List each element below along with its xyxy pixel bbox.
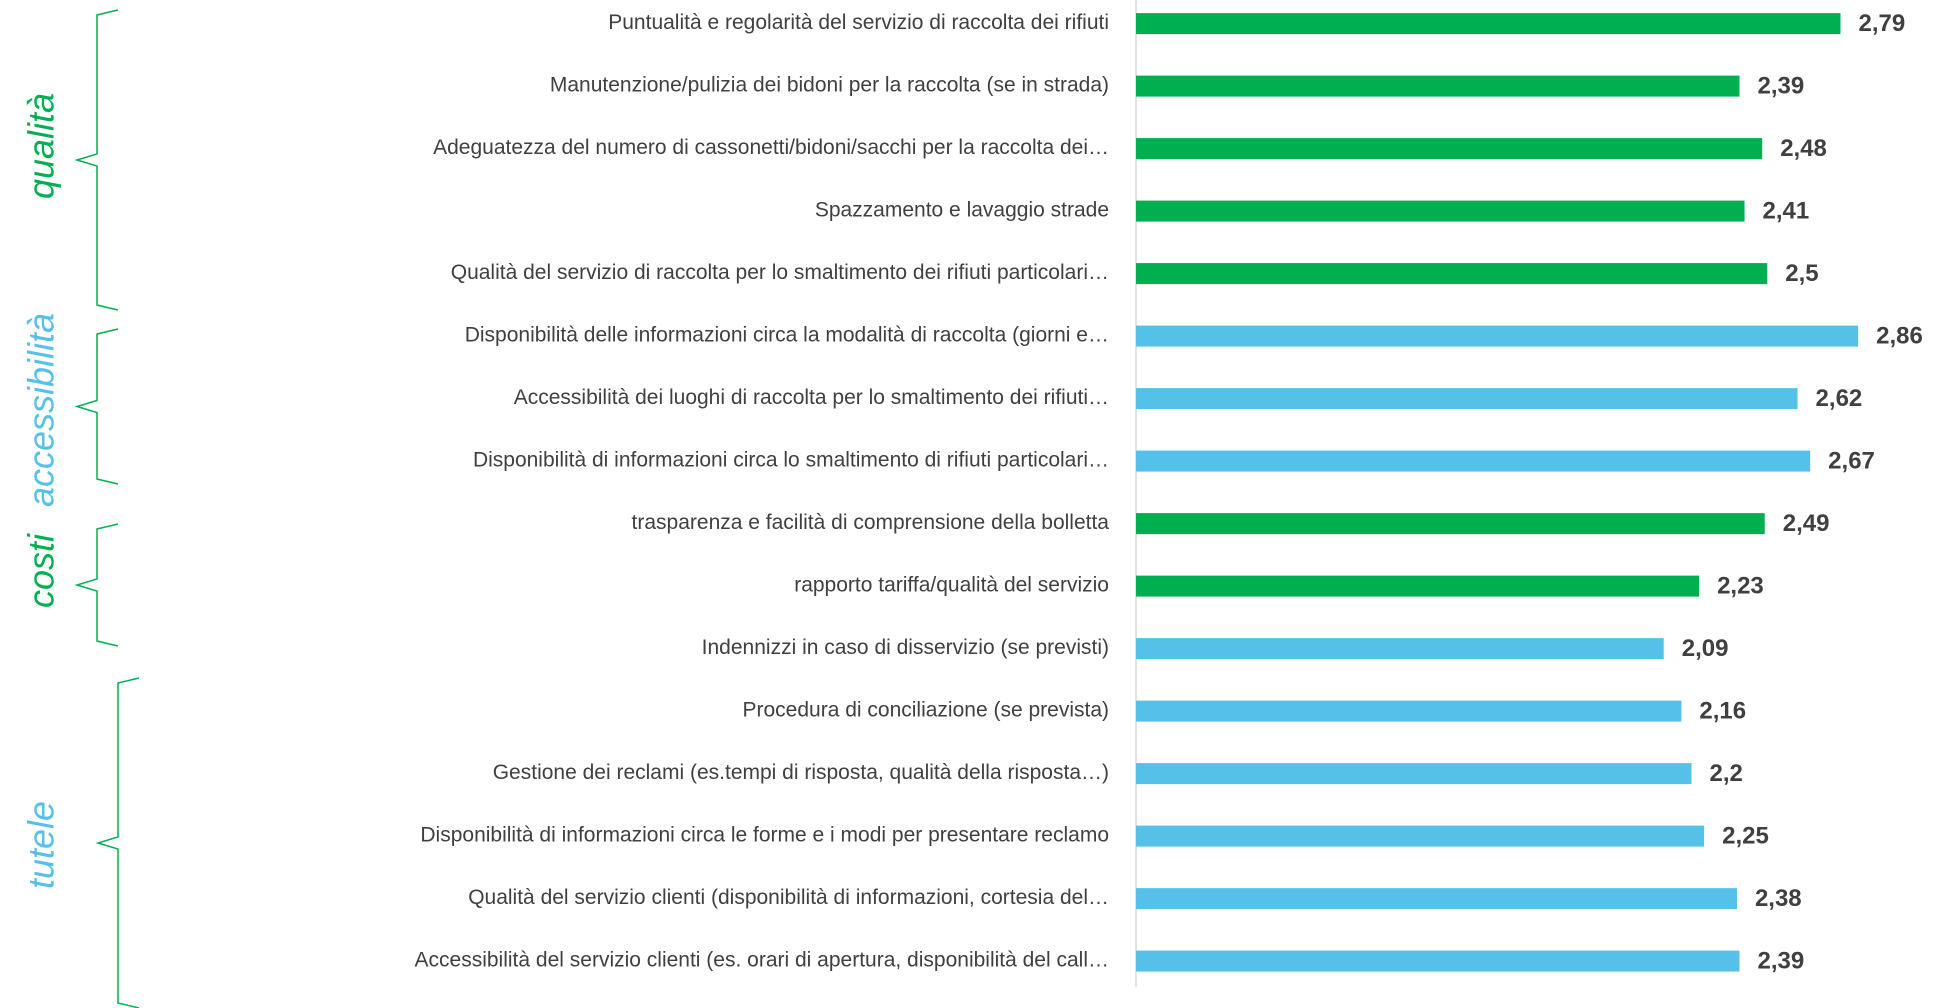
category-label: Accessibilità del servizio clienti (es. …: [415, 949, 1109, 972]
group-bracket: [95, 677, 140, 1008]
value-label: 2,86: [1876, 322, 1923, 349]
bar: [1136, 575, 1700, 597]
bar: [1136, 825, 1705, 847]
category-label: Qualità del servizio clienti (disponibil…: [468, 886, 1109, 909]
group-label: tutele: [21, 801, 62, 889]
value-label: 2,16: [1699, 697, 1746, 724]
bar: [1136, 263, 1768, 285]
value-label: 2,5: [1785, 260, 1818, 287]
group-bracket: [74, 523, 119, 647]
bar: [1136, 138, 1763, 160]
value-label: 2,48: [1780, 135, 1827, 162]
value-label: 2,41: [1763, 197, 1810, 224]
value-label: 2,39: [1757, 72, 1804, 99]
bar: [1136, 763, 1692, 785]
value-label: 2,09: [1682, 635, 1729, 662]
bar: [1136, 950, 1740, 972]
bar: [1136, 888, 1737, 910]
group-label: accessibilità: [21, 313, 62, 507]
bar: [1136, 450, 1811, 472]
bar: [1136, 638, 1664, 660]
value-label: 2,39: [1757, 947, 1804, 974]
value-label: 2,67: [1828, 447, 1875, 474]
category-label: Manutenzione/pulizia dei bidoni per la r…: [550, 74, 1109, 97]
category-label: Spazzamento e lavaggio strade: [815, 199, 1109, 222]
category-label: Gestione dei reclami (es.tempi di rispos…: [493, 761, 1109, 784]
value-label: 2,23: [1717, 572, 1764, 599]
category-label: Puntualità e regolarità del servizio di …: [608, 11, 1109, 34]
category-label: Qualità del servizio di raccolta per lo …: [451, 261, 1109, 284]
value-label: 2,62: [1816, 385, 1863, 412]
category-label: Disponibilità di informazioni circa le f…: [420, 824, 1109, 847]
bar: [1136, 700, 1682, 722]
group-bracket: [74, 9, 119, 311]
category-label: Accessibilità dei luoghi di raccolta per…: [514, 386, 1109, 409]
group-label: qualità: [21, 93, 62, 199]
group-label: costi: [21, 533, 62, 608]
value-label: 2,2: [1710, 760, 1743, 787]
bar: [1136, 388, 1798, 410]
group-bracket: [74, 328, 119, 485]
category-label: rapporto tariffa/qualità del servizio: [794, 574, 1109, 597]
category-label: Indennizzi in caso di disservizio (se pr…: [702, 636, 1109, 659]
value-label: 2,49: [1783, 510, 1830, 537]
category-label: trasparenza e facilità di comprensione d…: [632, 511, 1110, 534]
category-label: Procedura di conciliazione (se prevista): [742, 699, 1109, 722]
value-label: 2,25: [1722, 822, 1769, 849]
bar: [1136, 325, 1859, 347]
category-label: Disponibilità delle informazioni circa l…: [465, 324, 1109, 347]
value-label: 2,79: [1858, 10, 1905, 37]
bar: [1136, 75, 1740, 97]
category-label: Disponibilità di informazioni circa lo s…: [473, 449, 1109, 472]
bar: [1136, 513, 1765, 535]
bar: [1136, 13, 1841, 35]
value-label: 2,38: [1755, 885, 1802, 912]
category-label: Adeguatezza del numero di cassonetti/bid…: [433, 136, 1109, 159]
bar: [1136, 200, 1745, 222]
